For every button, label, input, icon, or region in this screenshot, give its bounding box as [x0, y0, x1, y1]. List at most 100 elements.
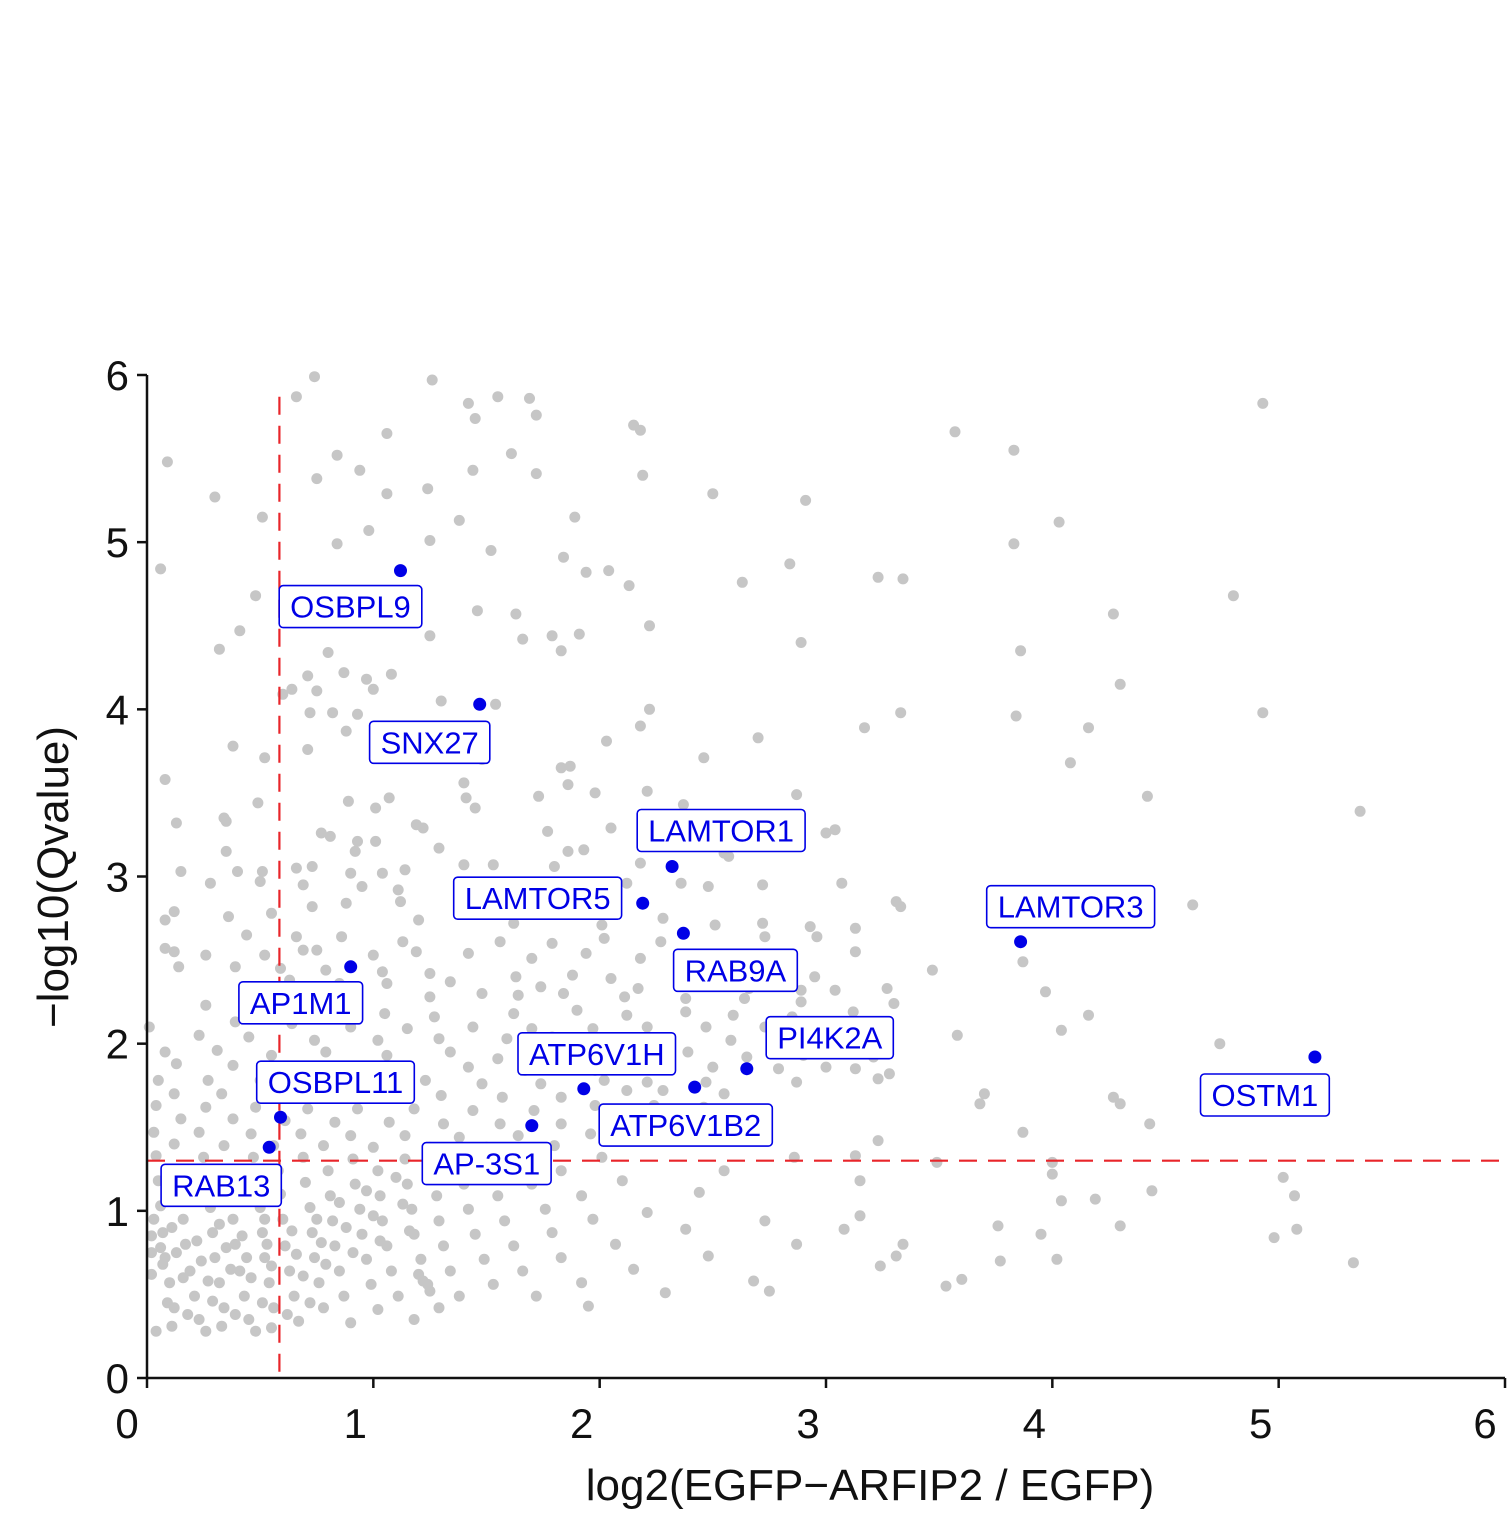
background-point [883, 1068, 895, 1080]
background-point [546, 937, 558, 949]
background-point [333, 1197, 345, 1208]
highlighted-point [262, 1140, 276, 1154]
background-point [202, 1074, 214, 1086]
background-point [306, 861, 318, 872]
background-point [657, 1085, 669, 1096]
background-point [836, 877, 848, 889]
background-point [926, 964, 938, 976]
background-point [847, 1006, 859, 1018]
background-point [266, 1322, 277, 1334]
background-point [1141, 790, 1153, 802]
x-tick-label: 0 [115, 1400, 138, 1447]
background-point [759, 931, 771, 943]
background-point [352, 708, 363, 720]
background-point [621, 1085, 633, 1096]
background-point [433, 1033, 445, 1045]
gene-label-text: ATP6V1B2 [610, 1108, 761, 1143]
background-point [490, 698, 502, 710]
background-point [372, 1034, 384, 1046]
background-point [478, 1253, 490, 1265]
background-point [399, 864, 411, 876]
background-point [288, 1290, 300, 1302]
background-point [180, 1238, 191, 1250]
background-point [225, 1263, 237, 1275]
background-point [243, 1314, 255, 1325]
background-point [897, 573, 909, 585]
background-point [345, 1317, 357, 1329]
background-point [677, 799, 689, 811]
background-point [146, 1230, 157, 1242]
background-point [571, 1004, 583, 1016]
background-point [1354, 805, 1366, 817]
x-tick-label: 4 [1023, 1400, 1046, 1447]
background-point [539, 1203, 551, 1215]
background-point [512, 989, 524, 1001]
background-point [596, 919, 608, 931]
gene-label-text: PI4K2A [777, 1021, 882, 1056]
background-point [784, 558, 796, 570]
background-point [458, 777, 470, 789]
background-point [152, 1074, 164, 1086]
background-point [361, 673, 372, 685]
background-point [256, 866, 268, 877]
background-point [324, 1190, 336, 1202]
background-point [318, 1140, 329, 1152]
background-point [263, 1277, 275, 1289]
background-point [245, 1128, 257, 1140]
background-point [1040, 986, 1051, 998]
background-point [216, 1320, 228, 1332]
background-point [974, 1098, 986, 1110]
background-point [897, 1238, 909, 1250]
background-point [345, 867, 357, 879]
background-point [331, 449, 343, 461]
background-point [365, 1278, 377, 1290]
x-tick-label: 2 [570, 1400, 593, 1447]
highlighted-point [344, 960, 358, 974]
background-point [659, 1287, 671, 1299]
background-point [641, 785, 653, 797]
background-point [170, 1058, 182, 1070]
background-point [352, 835, 363, 847]
background-point [580, 566, 592, 578]
background-points [143, 371, 1366, 1337]
background-point [467, 464, 479, 476]
background-point [462, 1203, 474, 1215]
background-point [159, 914, 171, 926]
background-point [229, 1309, 241, 1320]
background-point [302, 1103, 314, 1115]
background-point [800, 494, 812, 506]
background-point [408, 1103, 420, 1115]
background-point [567, 969, 578, 981]
highlighted-point [525, 1119, 539, 1133]
background-point [383, 1116, 395, 1128]
background-point [530, 409, 542, 421]
background-point [621, 1009, 633, 1021]
background-point [610, 1238, 621, 1250]
gene-label-text: RAB9A [685, 953, 787, 988]
background-point [399, 1153, 411, 1165]
background-point [526, 952, 538, 964]
gene-label-text: LAMTOR1 [648, 813, 794, 848]
background-point [542, 825, 554, 837]
background-point [367, 1141, 379, 1153]
background-point [1015, 645, 1027, 657]
background-point [256, 1227, 268, 1239]
background-point [499, 1215, 511, 1227]
gene-label: OSTM1 [1199, 1073, 1331, 1117]
background-point [320, 1046, 332, 1058]
y-tick-label: 0 [106, 1355, 129, 1402]
background-point [234, 625, 246, 637]
background-point [680, 993, 692, 1004]
background-point [433, 1215, 445, 1227]
background-point [175, 1113, 187, 1125]
background-point [401, 1178, 413, 1190]
background-point [510, 971, 522, 983]
background-point [931, 1156, 943, 1168]
background-point [193, 1314, 205, 1325]
gene-label: SNX27 [368, 720, 491, 765]
background-point [381, 978, 393, 989]
background-point [530, 468, 542, 480]
background-point [173, 961, 185, 973]
background-point [318, 1302, 329, 1314]
background-point [623, 580, 635, 592]
